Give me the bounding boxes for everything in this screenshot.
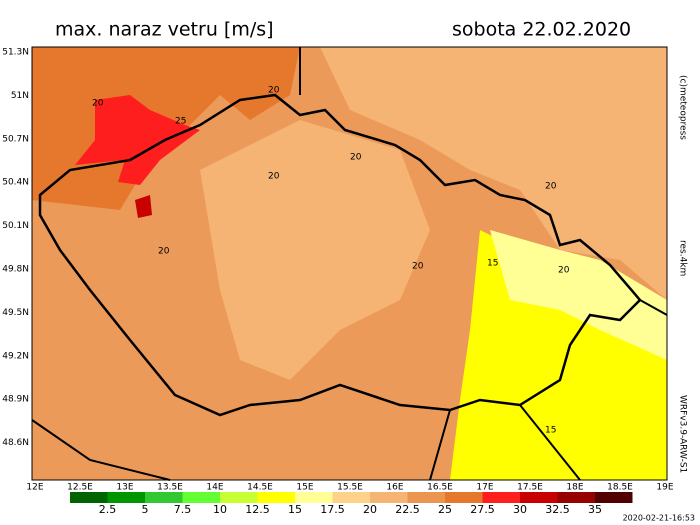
contour-label: 20	[92, 99, 104, 109]
lon-label: 14E	[206, 483, 223, 493]
field-max-core	[135, 195, 152, 218]
lon-label: 16E	[386, 483, 403, 493]
contour-label: 20	[158, 247, 170, 257]
lon-label: 15.5E	[337, 483, 363, 493]
colorbar-label: 5	[142, 503, 149, 516]
field-weak-light	[490, 230, 667, 360]
contour-label: 20	[412, 262, 424, 272]
lat-label: 50.4N	[2, 178, 29, 188]
contour-label: 20	[268, 172, 280, 182]
colorbar-swatch	[70, 492, 108, 503]
country-border	[38, 93, 642, 417]
colorbar-label: 15	[288, 503, 302, 516]
lat-label: 50.1N	[2, 221, 29, 231]
colorbar-swatch	[332, 492, 370, 503]
colorbar-swatch	[107, 492, 145, 503]
map-frame	[31, 46, 668, 481]
colorbar-swatch	[182, 492, 220, 503]
colorbar-label: 20	[363, 503, 377, 516]
lat-label: 48.6N	[2, 438, 29, 448]
colorbar-label: 22.5	[395, 503, 420, 516]
colorbar-swatch	[445, 492, 483, 503]
colorbar-swatch	[370, 492, 408, 503]
lat-label: 49.5N	[2, 308, 29, 318]
lon-label: 16.5E	[427, 483, 453, 493]
colorbar-swatch	[407, 492, 445, 503]
lon-label: 18.5E	[607, 483, 633, 493]
lat-label: 51.3N	[2, 48, 29, 58]
map-area: 20 25 20 20 20 20 20 20 15 20 15	[31, 46, 668, 481]
contour-label: 20	[350, 153, 362, 163]
lon-label: 17E	[476, 483, 493, 493]
colorbar-label: 25	[438, 503, 452, 516]
neighbor-border	[31, 47, 668, 481]
contour-label: 25	[175, 117, 186, 127]
lon-label: 15E	[296, 483, 313, 493]
contour-label: 20	[545, 182, 557, 192]
lon-label: 19E	[656, 483, 673, 493]
lat-label: 49.8N	[2, 265, 29, 275]
colorbar-label: 12.5	[245, 503, 270, 516]
field-moderate	[320, 47, 667, 300]
model: WRFv3.9-ARW-S1	[678, 395, 688, 473]
lat-label: 51N	[11, 91, 29, 101]
field-moderate	[200, 120, 430, 380]
lon-label: 13E	[116, 483, 133, 493]
colorbar-swatch	[220, 492, 258, 503]
colorbar-label: 10	[213, 503, 227, 516]
contour-label: 15	[487, 259, 498, 269]
contour-label: 20	[558, 266, 570, 276]
lon-label: 17.5E	[517, 483, 543, 493]
colorbar-swatch	[295, 492, 333, 503]
colorbar-swatch	[520, 492, 558, 503]
lat-label: 50.7N	[2, 134, 29, 144]
timestamp: 2020-02-21-16:53	[623, 514, 695, 523]
colorbar-label: 27.5	[470, 503, 495, 516]
colorbar-swatch	[482, 492, 520, 503]
lat-label: 48.9N	[2, 395, 29, 405]
colorbar-swatch	[595, 492, 633, 503]
colorbar-swatch	[557, 492, 595, 503]
lon-label: 18E	[566, 483, 583, 493]
contour-label: 15	[545, 426, 556, 436]
colorbar-label: 2.5	[99, 503, 117, 516]
lat-label: 49.2N	[2, 351, 29, 361]
lon-label: 13.5E	[157, 483, 183, 493]
colorbar-label: 30	[513, 503, 527, 516]
lon-label: 12E	[26, 483, 43, 493]
colorbar-label: 7.5	[174, 503, 192, 516]
colorbar-label: 17.5	[320, 503, 345, 516]
date: sobota 22.02.2020	[452, 19, 631, 41]
colorbar-label: 32.5	[545, 503, 570, 516]
copyright: (c)meteopress	[678, 75, 688, 140]
resolution: res.4km	[678, 240, 688, 276]
title: max. naraz vetru [m/s]	[55, 19, 274, 41]
colorbar-swatch	[145, 492, 183, 503]
lon-label: 14.5E	[247, 483, 273, 493]
field-max	[75, 95, 200, 185]
colorbar-label: 35	[588, 503, 602, 516]
lon-label: 12.5E	[67, 483, 93, 493]
contour-label: 20	[268, 86, 280, 96]
colorbar-swatch	[257, 492, 295, 503]
